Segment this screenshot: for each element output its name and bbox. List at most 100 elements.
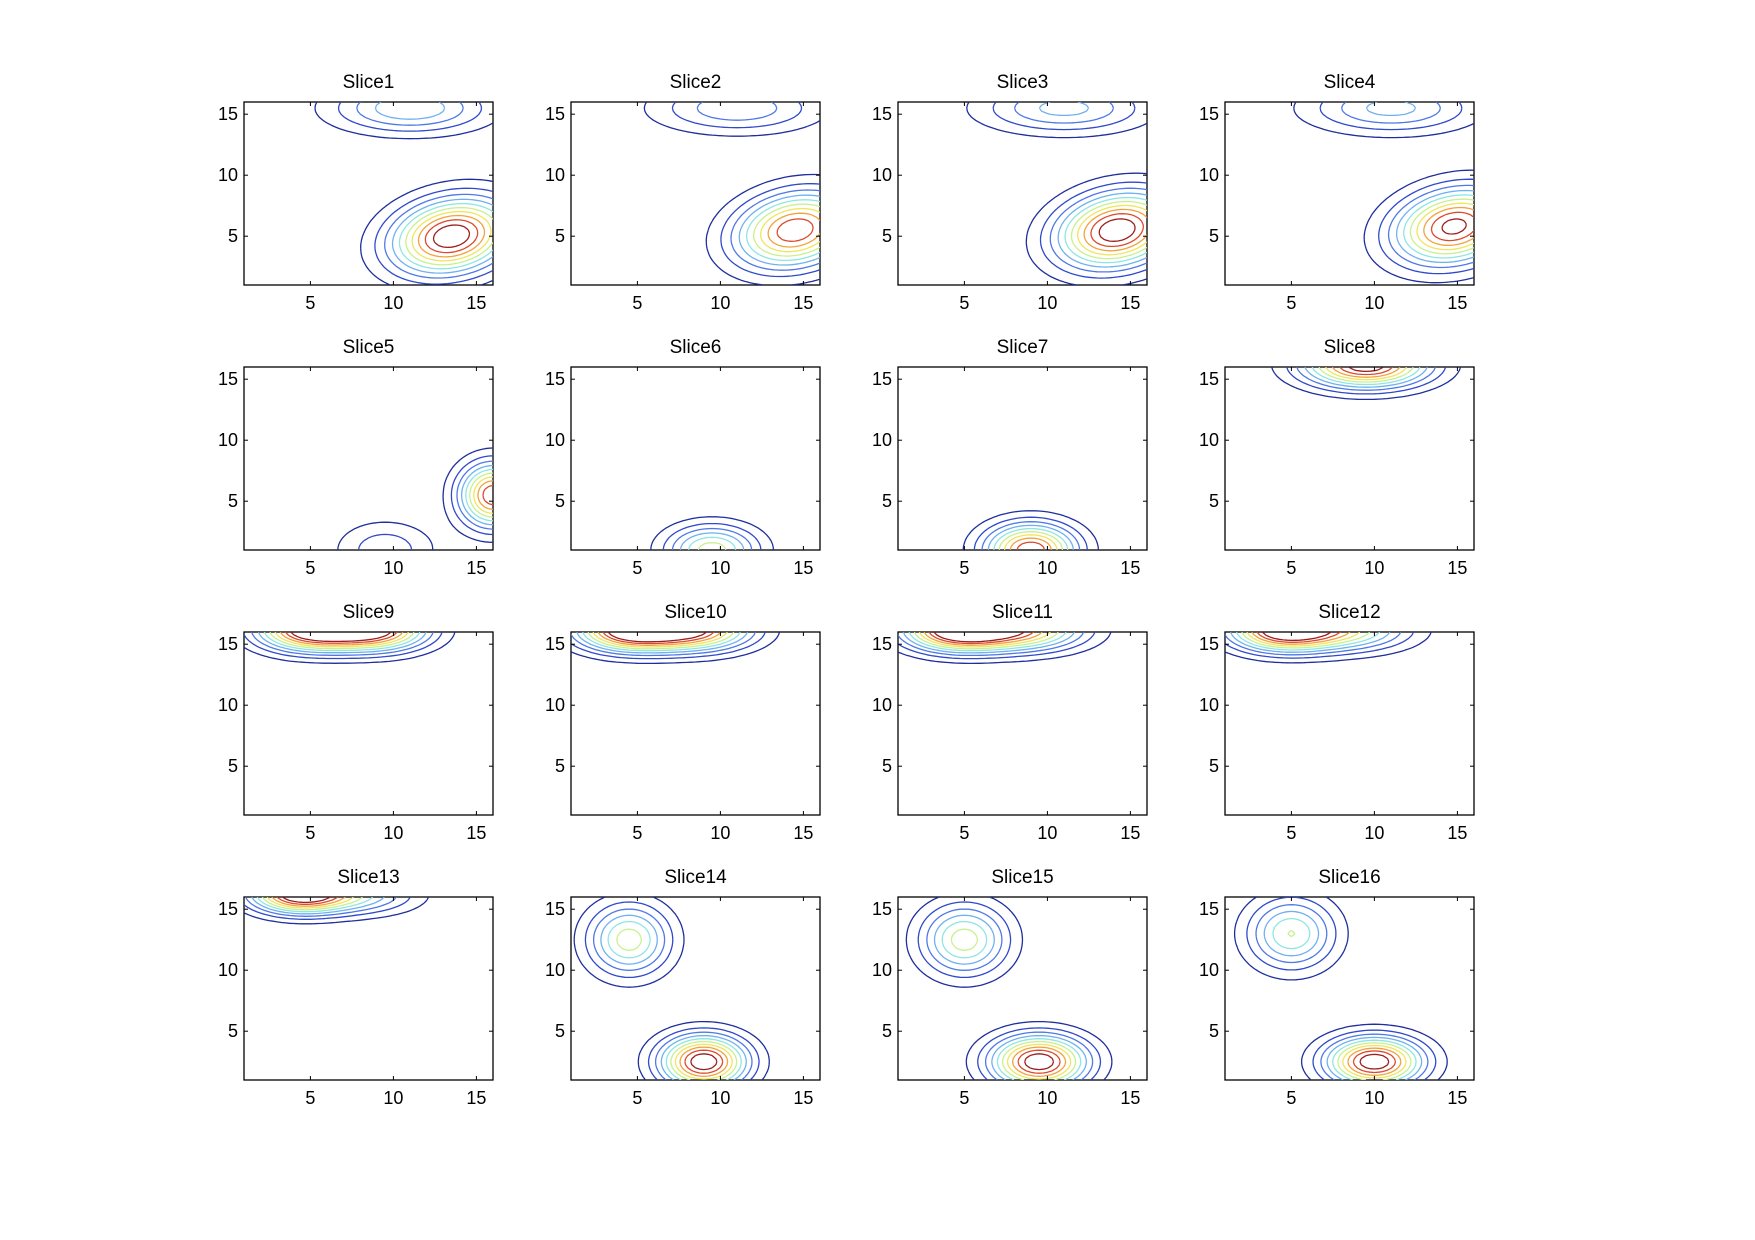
x-tick-label: 15 — [466, 558, 486, 578]
contour-level-8 — [1251, 632, 1351, 645]
contour-lines — [898, 632, 1112, 665]
contour-level-10 — [432, 224, 471, 249]
panel-title: Slice11 — [992, 602, 1053, 623]
axes-box — [570, 101, 821, 286]
contour-level-5 — [908, 632, 1067, 652]
contour-level-3 — [981, 521, 1081, 550]
contour-level-9 — [1352, 1050, 1397, 1074]
contour-lines — [966, 102, 1147, 285]
y-tick-label: 15 — [218, 104, 238, 124]
y-tick-label: 5 — [882, 756, 892, 776]
y-tick-label: 15 — [545, 899, 565, 919]
contour-level-7 — [274, 632, 410, 648]
x-tick-label: 10 — [1364, 1088, 1384, 1108]
x-tick-label: 15 — [466, 293, 486, 313]
panel-title: Slice5 — [343, 337, 395, 358]
panel-title: Slice1 — [343, 72, 395, 93]
contour-level-3 — [898, 632, 1085, 657]
x-tick-label: 10 — [383, 823, 403, 843]
y-tick-label: 5 — [228, 756, 238, 776]
x-tick-label: 10 — [383, 1088, 403, 1108]
y-tick-label: 10 — [218, 430, 238, 450]
contour-lines — [962, 510, 1100, 550]
contour-level-4 — [576, 632, 749, 654]
contour-level-2 — [1246, 897, 1437, 1080]
x-tick-label: 5 — [959, 823, 969, 843]
contour-level-7 — [1416, 202, 1474, 251]
y-tick-label: 5 — [228, 491, 238, 511]
contour-level-5 — [582, 632, 741, 652]
contour-level-8 — [767, 212, 820, 248]
contour-level-9 — [1430, 211, 1474, 242]
y-tick-label: 15 — [218, 634, 238, 654]
panel-slice4: 5 10 15 5 10 15 Slice4 — [1199, 72, 1475, 313]
contour-level-10 — [1359, 1053, 1390, 1070]
y-tick-label: 5 — [1209, 756, 1219, 776]
contour-level-8 — [1011, 1046, 1067, 1077]
x-tick-label: 5 — [632, 558, 642, 578]
y-tick-label: 10 — [1199, 165, 1219, 185]
x-tick-label: 15 — [793, 823, 813, 843]
contour-level-9 — [928, 632, 1035, 645]
axes-box — [243, 101, 494, 286]
contour-level-1 — [314, 102, 493, 285]
x-tick-label: 15 — [1447, 558, 1467, 578]
x-tick-label: 5 — [305, 558, 315, 578]
y-tick-label: 5 — [882, 226, 892, 246]
y-tick-label: 15 — [1199, 634, 1219, 654]
contour-level-4 — [738, 194, 820, 266]
contour-level-3 — [571, 632, 757, 657]
contour-level-8 — [1331, 367, 1401, 378]
contour-level-5 — [941, 920, 1082, 1080]
axes-box — [243, 366, 494, 551]
x-tick-label: 10 — [383, 558, 403, 578]
x-tick-label: 5 — [632, 823, 642, 843]
y-tick-label: 15 — [872, 104, 892, 124]
y-tick-label: 15 — [872, 634, 892, 654]
contour-level-1 — [1233, 897, 1448, 1080]
axes-box — [570, 896, 821, 1081]
contour-level-7 — [760, 207, 820, 253]
contour-level-10 — [690, 1053, 718, 1071]
contour-level-1 — [1271, 367, 1462, 401]
contour-level-2 — [1225, 632, 1415, 659]
contour-level-2 — [992, 102, 1147, 279]
contour-level-4 — [251, 897, 385, 915]
contour-level-9 — [1090, 213, 1145, 248]
contour-level-7 — [1077, 204, 1147, 256]
y-tick-label: 15 — [1199, 899, 1219, 919]
contour-level-2 — [244, 632, 443, 660]
contour-lines — [1225, 632, 1432, 664]
contour-level-6 — [950, 928, 1077, 1080]
contour-level-9 — [602, 632, 715, 645]
contour-level-8 — [1083, 208, 1147, 252]
y-tick-label: 5 — [555, 1021, 565, 1041]
contour-lines — [337, 447, 493, 550]
contour-level-3 — [456, 460, 493, 530]
contour-level-5 — [263, 632, 421, 652]
contour-level-3 — [251, 632, 434, 656]
contour-level-9 — [1256, 632, 1341, 643]
x-tick-label: 10 — [710, 1088, 730, 1108]
contour-level-1 — [1293, 102, 1474, 284]
contour-level-10 — [1098, 218, 1136, 242]
contour-level-5 — [1272, 917, 1417, 1080]
x-tick-label: 10 — [383, 293, 403, 313]
x-tick-label: 5 — [305, 823, 315, 843]
x-tick-label: 15 — [793, 293, 813, 313]
contour-level-5 — [687, 536, 737, 550]
contour-lines — [571, 632, 781, 665]
x-tick-label: 10 — [710, 823, 730, 843]
contour-lines — [1233, 897, 1448, 1080]
y-tick-label: 10 — [1199, 695, 1219, 715]
panel-slice8: 5 10 15 5 10 15 Slice8 — [1199, 337, 1475, 578]
axes-box — [1224, 366, 1475, 551]
panel-title: Slice13 — [337, 867, 399, 888]
panel-title: Slice16 — [1318, 867, 1380, 888]
contour-level-4 — [1263, 910, 1423, 1080]
contour-level-9 — [482, 484, 493, 506]
contour-level-1 — [571, 632, 781, 665]
x-tick-label: 10 — [1364, 558, 1384, 578]
y-tick-label: 15 — [872, 369, 892, 389]
y-tick-label: 10 — [872, 960, 892, 980]
